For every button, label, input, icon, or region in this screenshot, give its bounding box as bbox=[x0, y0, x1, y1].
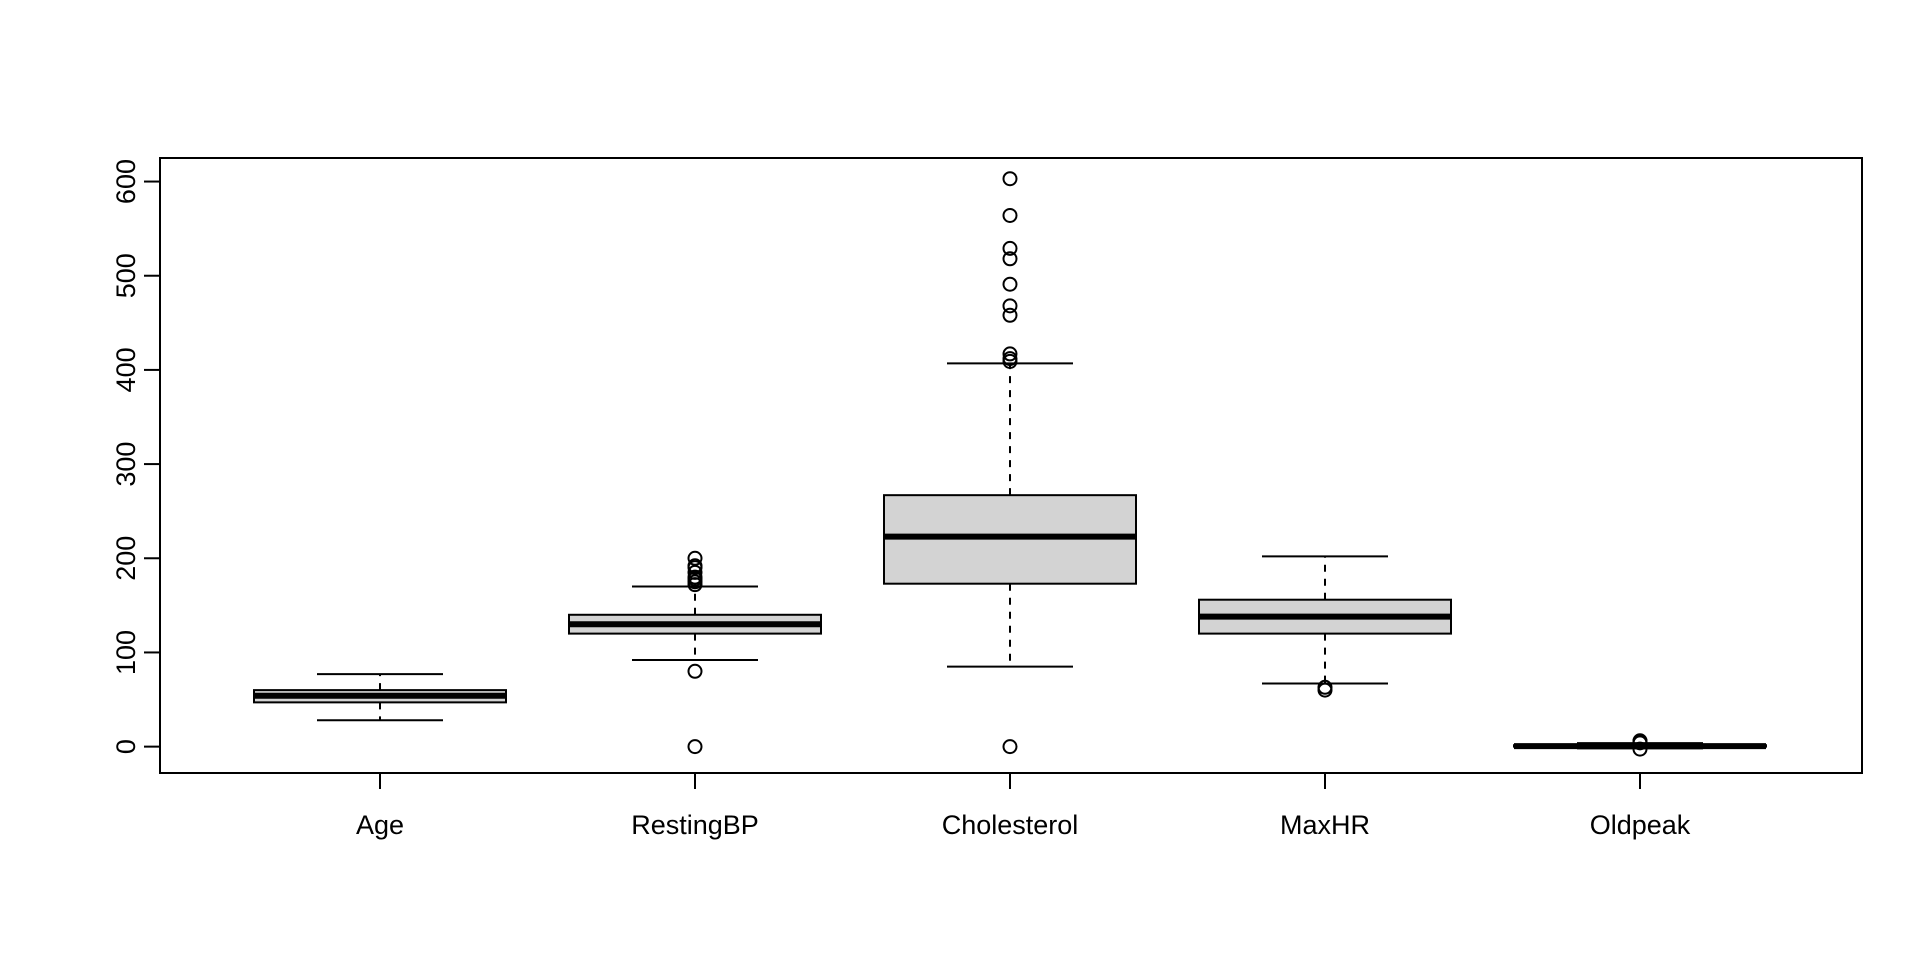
outlier-point bbox=[687, 550, 703, 566]
outlier-point bbox=[1002, 276, 1018, 292]
outlier-point bbox=[1002, 298, 1018, 314]
outlier-point bbox=[1002, 251, 1018, 267]
y-tick-label: 300 bbox=[111, 442, 141, 487]
box-oldpeak bbox=[1513, 733, 1767, 757]
outlier-point bbox=[1002, 171, 1018, 187]
outlier-point bbox=[1632, 733, 1648, 749]
box-cholesterol bbox=[883, 171, 1137, 755]
y-axis: 0 100 200 300 400 500 600 bbox=[111, 159, 161, 754]
x-tick-label: Age bbox=[356, 810, 404, 840]
outlier-point bbox=[1002, 346, 1018, 362]
outlier-point bbox=[687, 564, 703, 580]
outlier-point bbox=[1002, 351, 1018, 367]
x-tick-label: Oldpeak bbox=[1590, 810, 1691, 840]
outlier-point bbox=[687, 739, 703, 755]
x-tick-label: Cholesterol bbox=[942, 810, 1079, 840]
outlier-point bbox=[687, 569, 703, 585]
y-tick-label: 0 bbox=[111, 739, 141, 754]
outlier-point bbox=[1002, 739, 1018, 755]
y-tick-label: 400 bbox=[111, 347, 141, 392]
outlier-point bbox=[1002, 307, 1018, 323]
outlier-point bbox=[1632, 741, 1648, 757]
y-tick-label: 100 bbox=[111, 630, 141, 675]
outlier-point bbox=[1317, 679, 1333, 695]
outlier-point bbox=[687, 558, 703, 574]
outlier-point bbox=[687, 663, 703, 679]
boxes bbox=[253, 171, 1767, 757]
x-tick-label: MaxHR bbox=[1280, 810, 1370, 840]
outlier-point bbox=[1002, 240, 1018, 256]
box-age bbox=[253, 673, 507, 722]
x-axis: Age RestingBP Cholesterol MaxHR Oldpeak bbox=[356, 772, 1691, 840]
y-tick-label: 500 bbox=[111, 253, 141, 298]
box-maxhr bbox=[1198, 555, 1452, 698]
outlier-point bbox=[1002, 207, 1018, 223]
y-tick-label: 200 bbox=[111, 536, 141, 581]
y-tick-label: 600 bbox=[111, 159, 141, 204]
x-tick-label: RestingBP bbox=[631, 810, 759, 840]
box-restingbp bbox=[568, 550, 822, 755]
